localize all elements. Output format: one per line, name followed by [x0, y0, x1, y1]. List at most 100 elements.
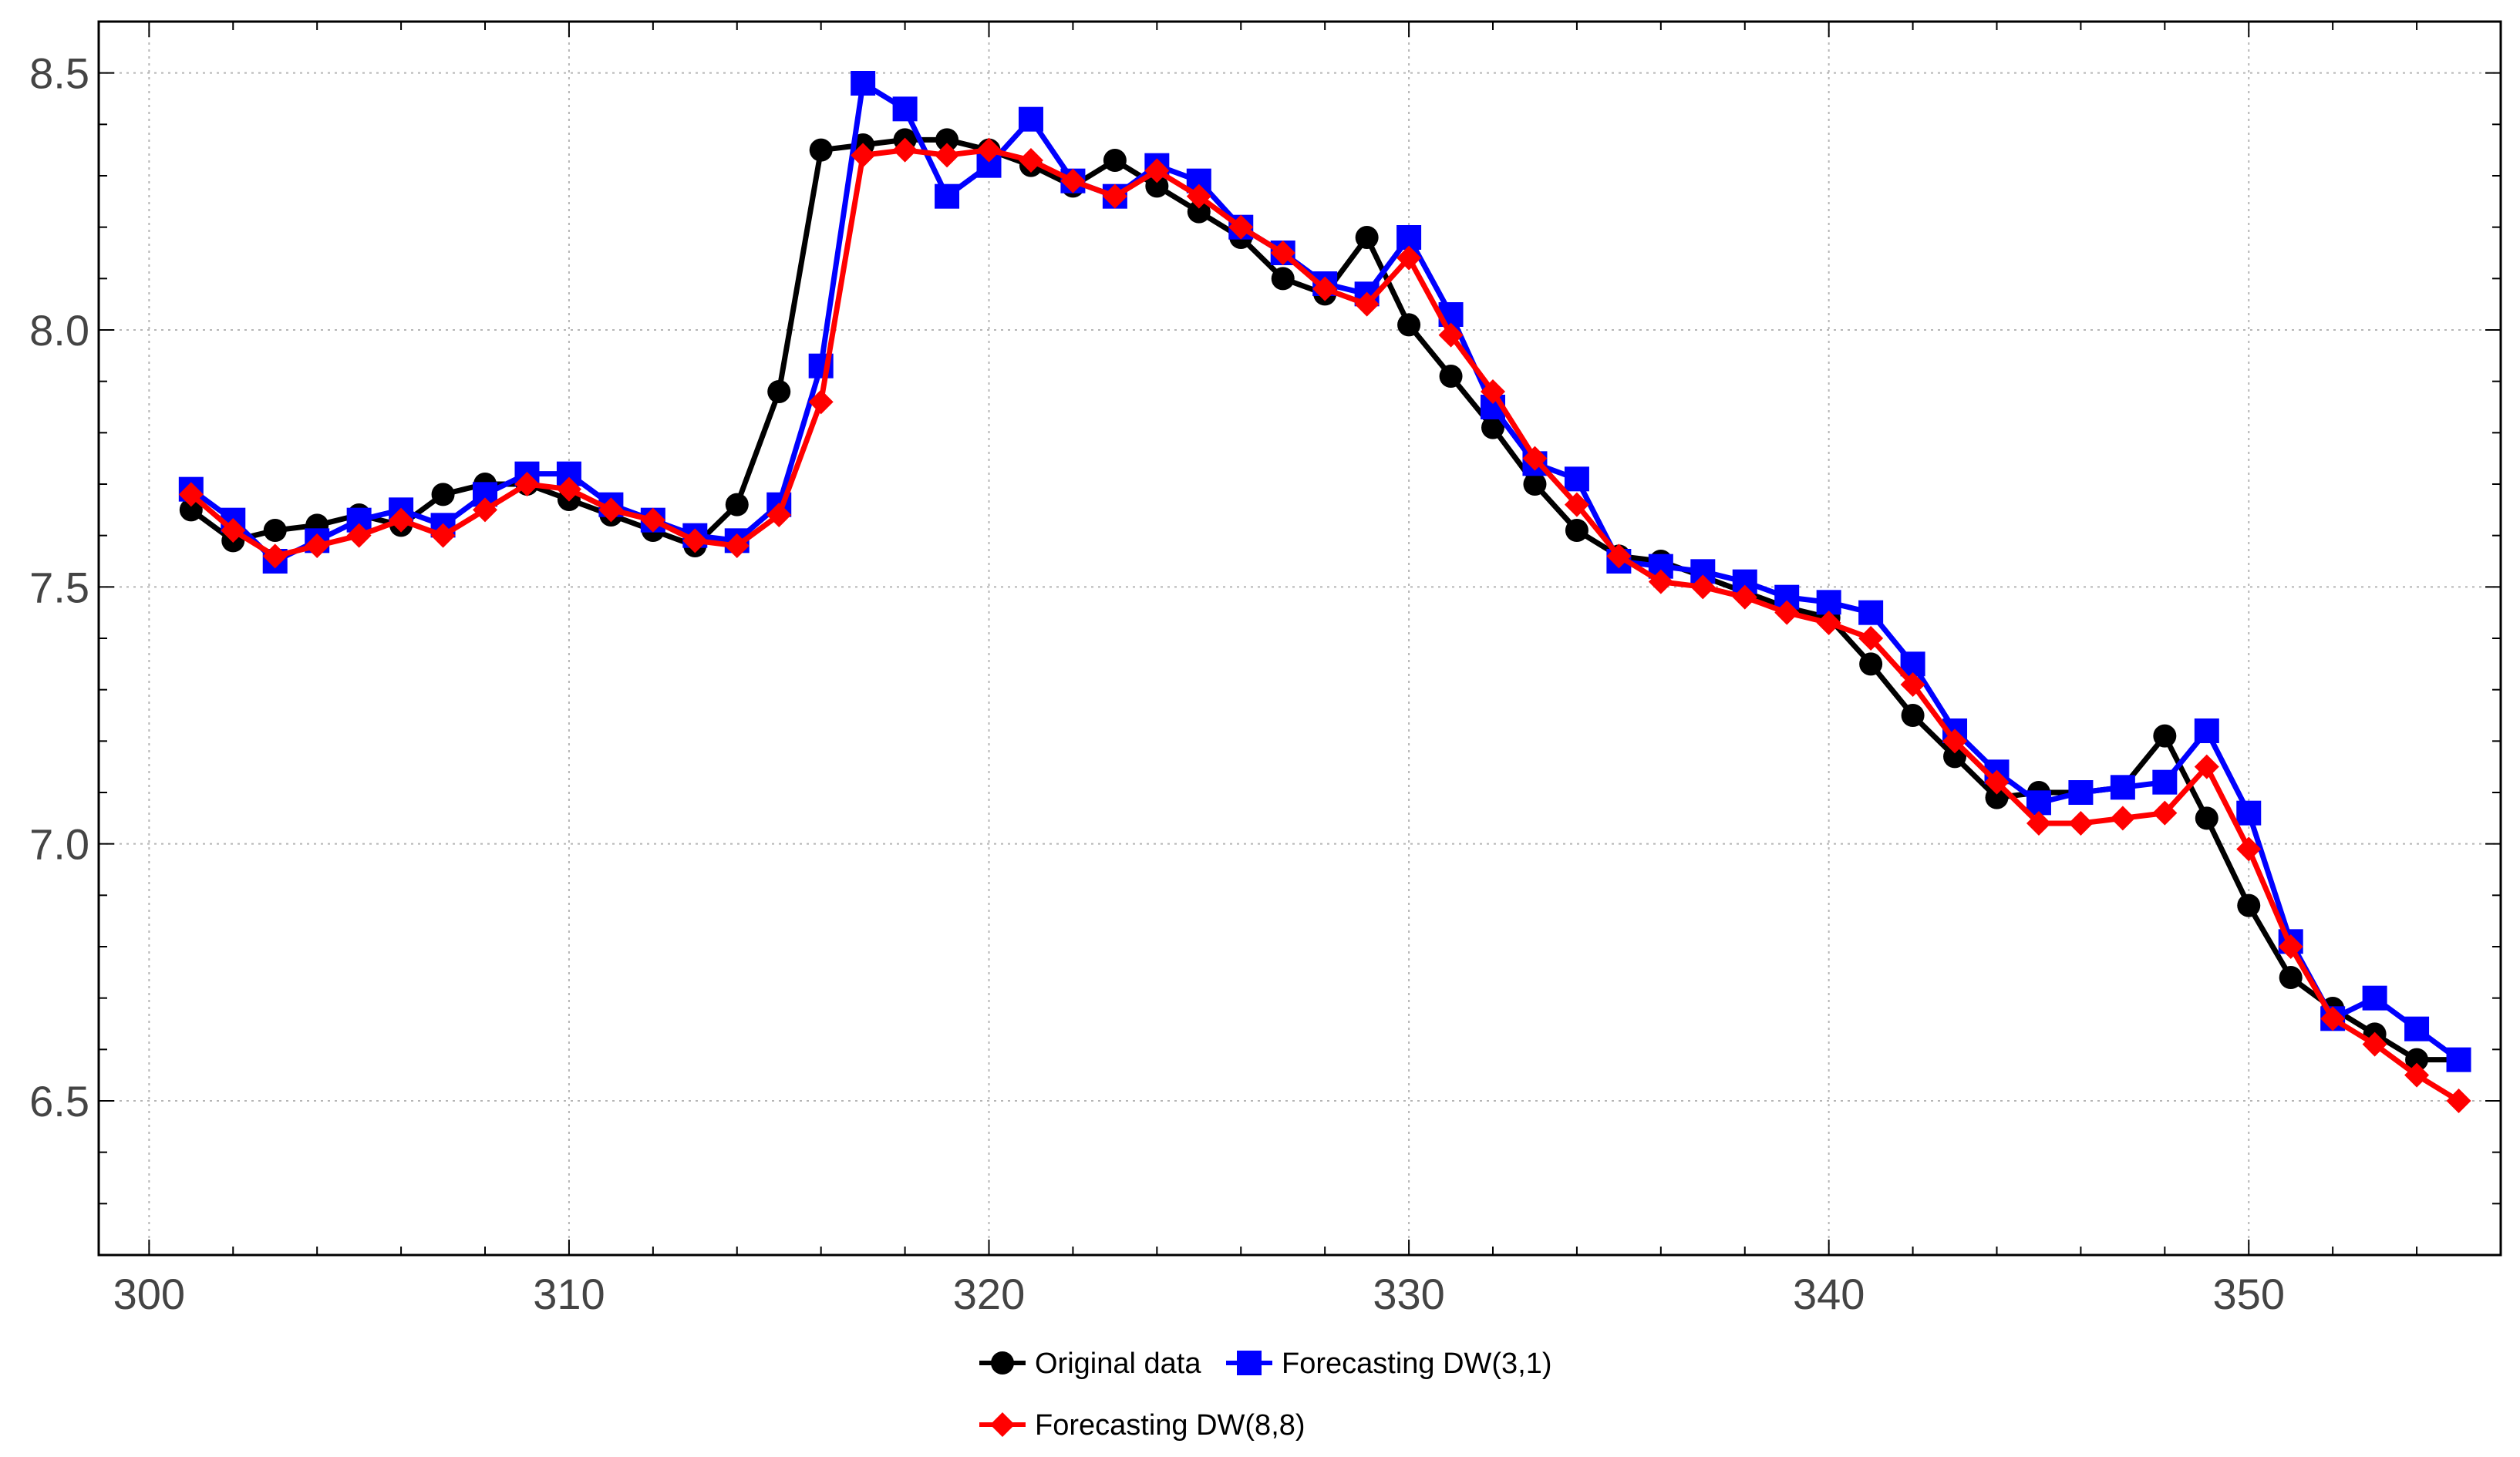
data-point: [1564, 466, 1589, 492]
data-point: [2237, 893, 2261, 917]
data-point: [1187, 200, 1211, 224]
data-point: [2152, 800, 2178, 826]
data-point: [2068, 780, 2094, 805]
data-point: [1144, 158, 1170, 183]
y-tick-label: 7.0: [29, 820, 89, 869]
data-point: [389, 507, 414, 533]
data-point: [935, 128, 959, 152]
data-point: [221, 518, 246, 543]
data-point: [346, 523, 372, 548]
data-point: [808, 389, 834, 415]
legend-swatch-marker: [1237, 1351, 1262, 1375]
x-tick-label: 300: [113, 1270, 185, 1318]
data-point: [262, 543, 288, 569]
data-point: [2068, 811, 2094, 836]
data-point: [809, 138, 833, 162]
data-point: [1270, 241, 1295, 265]
data-point: [431, 483, 455, 506]
data-point: [935, 143, 960, 168]
data-point: [179, 498, 203, 522]
legend-swatch-marker: [991, 1351, 1014, 1375]
legend-swatch-marker: [990, 1412, 1015, 1437]
data-point: [2110, 775, 2135, 800]
data-point: [1018, 106, 1043, 132]
data-point: [2110, 806, 2135, 831]
legend-item-0: Original data: [979, 1348, 1201, 1380]
data-point: [556, 476, 581, 502]
data-point: [1985, 786, 2009, 809]
data-point: [2446, 1089, 2471, 1113]
data-point: [430, 523, 456, 548]
data-point: [1145, 174, 1169, 198]
data-point: [2320, 1006, 2346, 1031]
data-point: [1102, 183, 1127, 209]
legend: Original data Forecasting DW(3,1) Forecast…: [979, 1348, 1552, 1442]
data-point: [1816, 611, 1841, 635]
data-point: [2236, 836, 2262, 862]
data-point: [1943, 745, 1967, 769]
data-point: [2404, 1016, 2430, 1041]
data-point: [1648, 569, 1673, 594]
y-tick-label: 7.5: [29, 563, 89, 611]
data-point: [851, 143, 876, 168]
data-point: [1564, 492, 1589, 517]
data-point: [1942, 728, 1968, 754]
data-point: [1565, 519, 1588, 542]
series-2: [178, 137, 2471, 1113]
data-point: [1984, 769, 2010, 795]
data-point: [178, 482, 204, 507]
data-point: [724, 533, 750, 558]
data-point: [2195, 806, 2218, 830]
data-point: [598, 497, 624, 523]
data-point: [1186, 183, 1211, 209]
data-point: [2405, 1048, 2429, 1072]
data-point: [1522, 446, 1548, 471]
x-tick-label: 350: [2213, 1270, 2285, 1318]
data-point: [1018, 148, 1043, 173]
data-point: [725, 493, 749, 517]
data-point: [1901, 704, 1925, 727]
data-point: [1481, 416, 1505, 439]
data-point: [2152, 769, 2178, 795]
data-point: [1439, 365, 1463, 388]
data-point: [935, 183, 960, 209]
axes: 300 310 320 330 340 350 6.5 7.0 7.5 8.0 8.5: [29, 20, 2502, 1318]
data-point: [1900, 672, 1925, 697]
data-point: [1060, 168, 1086, 193]
data-point: [1523, 473, 1547, 496]
data-point: [892, 137, 918, 163]
y-tick-label: 8.5: [29, 49, 89, 98]
data-point: [640, 507, 665, 533]
legend-label: Forecasting DW(3,1): [1282, 1348, 1552, 1380]
data-point: [1103, 149, 1127, 172]
data-point: [2279, 966, 2303, 989]
data-point: [1481, 379, 1506, 404]
data-point: [305, 533, 330, 558]
data-point: [2362, 1031, 2387, 1057]
data-point: [2404, 1062, 2430, 1088]
data-point: [892, 96, 918, 122]
x-tick-label: 310: [533, 1270, 605, 1318]
data-point: [2278, 934, 2303, 959]
data-point: [1355, 226, 1379, 249]
x-tick-label: 330: [1373, 1270, 1444, 1318]
data-point: [2236, 800, 2262, 826]
data-point: [263, 519, 287, 542]
legend-label: Original data: [1035, 1348, 1201, 1380]
data-point: [2194, 754, 2219, 779]
data-point: [1271, 267, 1295, 291]
grid-lines: [99, 22, 2501, 1255]
x-tick-label: 320: [953, 1270, 1025, 1318]
data-point: [1690, 574, 1716, 600]
data-point: [2446, 1047, 2471, 1072]
data-point: [767, 380, 791, 403]
data-point: [1438, 322, 1464, 348]
data-point: [1859, 652, 1883, 676]
data-point: [1732, 584, 1757, 610]
data-point: [473, 497, 498, 523]
data-point: [1228, 214, 1254, 240]
data-point: [1858, 600, 1884, 625]
data-point: [2194, 718, 2219, 743]
legend-item-2: Forecasting DW(8,8): [979, 1409, 1305, 1442]
